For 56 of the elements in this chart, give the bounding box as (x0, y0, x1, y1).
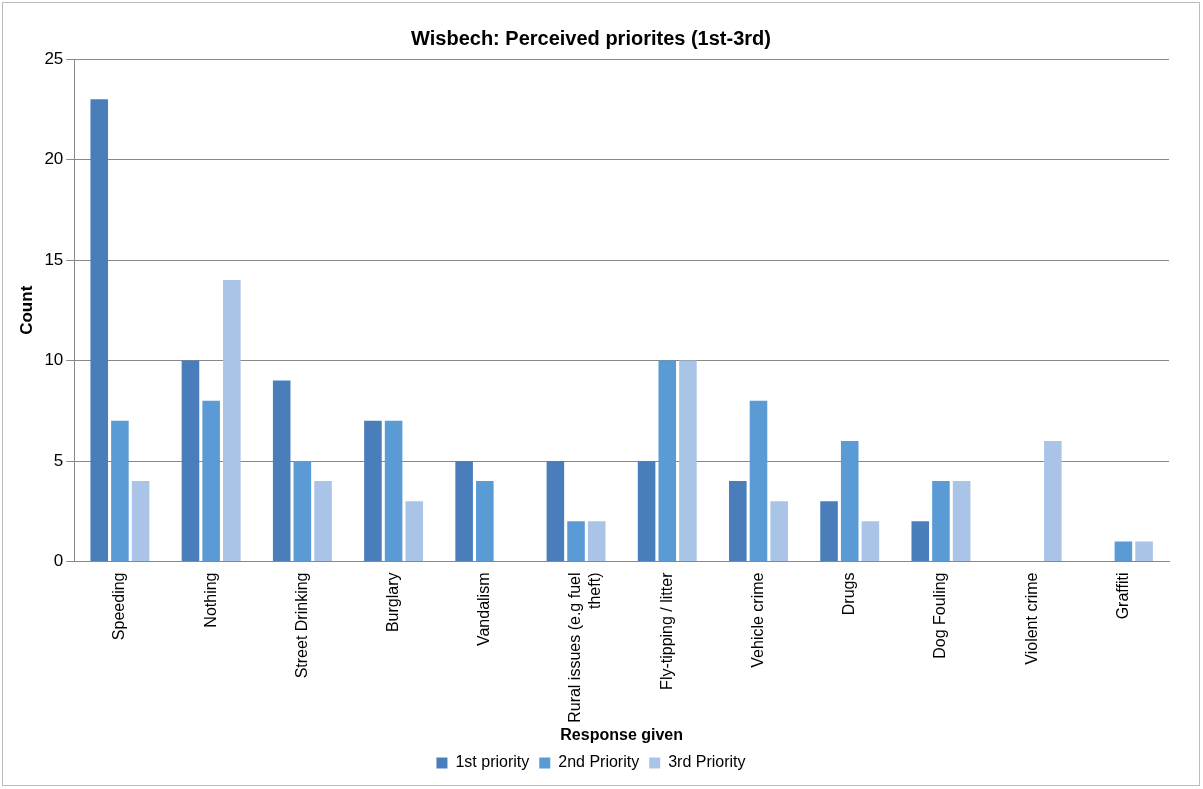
bar (131, 481, 150, 562)
bar (202, 400, 220, 562)
bar (587, 521, 606, 562)
bar (293, 461, 312, 562)
bar (546, 461, 565, 562)
legend-label: 1st priority (455, 753, 530, 771)
bar (637, 461, 656, 562)
bar (679, 360, 697, 562)
legend-label: 3rd Priority (668, 753, 746, 771)
x-tick-label: Rural issues (e.g fuel theft) (566, 572, 603, 723)
bar (476, 481, 494, 562)
bar (861, 521, 880, 562)
x-tick-label: Speeding (110, 572, 128, 641)
bar (932, 481, 950, 562)
bar (364, 420, 382, 562)
x-tick-label: Fly-tipping / litter (657, 571, 675, 690)
x-tick-label: Street Drinking (292, 572, 310, 679)
y-tick-label: 5 (53, 450, 64, 470)
y-tick-label: 25 (44, 48, 64, 68)
x-axis-title: Response given (560, 725, 684, 743)
x-tick-label: Violent crime (1022, 572, 1040, 665)
bar (911, 521, 930, 562)
bar (455, 461, 473, 562)
bar (729, 481, 747, 562)
x-tick-label: Graffiti (1113, 572, 1131, 620)
chart-title: Wisbech: Perceived priorites (1st-3rd) (411, 26, 771, 49)
bar (223, 280, 241, 562)
bar (314, 481, 332, 562)
x-tick-label: Dog Fouling (931, 572, 949, 659)
bar (1044, 440, 1062, 562)
y-tick-label: 0 (53, 551, 64, 571)
bar (749, 400, 768, 562)
x-tick-label: Burglary (384, 572, 401, 633)
x-tick-label: Nothing (201, 572, 219, 628)
y-tick-label: 20 (44, 149, 64, 169)
y-tick-label: 10 (44, 350, 64, 370)
y-tick-label: 15 (44, 249, 64, 269)
legend-label: 2nd Priority (558, 753, 640, 771)
bar (820, 501, 838, 562)
bar (384, 420, 403, 562)
bar (181, 360, 200, 562)
bar (111, 420, 129, 562)
x-tick-label: Vehicle crime (748, 572, 766, 668)
bar (952, 481, 971, 562)
bar (405, 501, 424, 562)
bar (1135, 541, 1153, 562)
x-tick-label: Vandalism (475, 572, 493, 647)
bar (272, 380, 291, 562)
bar (658, 360, 677, 562)
bar (770, 501, 788, 562)
y-axis-title: Count (16, 285, 36, 335)
bar (90, 99, 109, 562)
bar (1114, 541, 1133, 562)
bar (567, 521, 585, 562)
x-tick-label: Drugs (840, 572, 858, 616)
bar (840, 440, 859, 562)
